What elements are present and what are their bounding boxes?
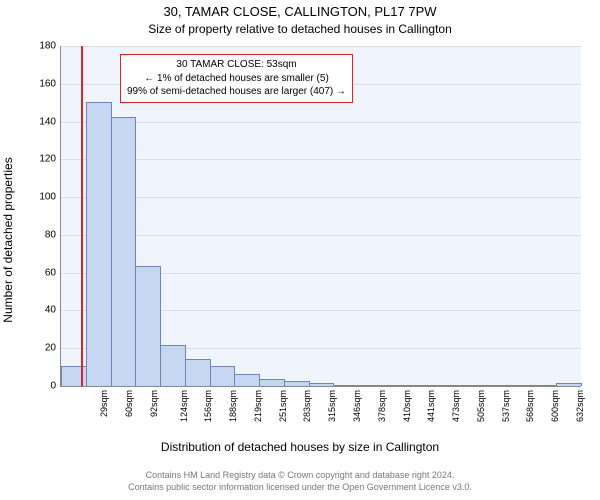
- x-tick: 410sqm: [402, 390, 412, 422]
- y-tick: 120: [28, 154, 56, 165]
- histogram-bar: [531, 385, 557, 386]
- y-tick: 0: [28, 381, 56, 392]
- y-tick: 100: [28, 192, 56, 203]
- y-tick: 180: [28, 41, 56, 52]
- x-tick: 92sqm: [149, 390, 159, 417]
- histogram-bar: [408, 385, 434, 386]
- x-tick: 441sqm: [426, 390, 436, 422]
- x-tick: 60sqm: [124, 390, 134, 417]
- x-tick: 124sqm: [179, 390, 189, 422]
- credits-line-2: Contains public sector information licen…: [0, 481, 600, 494]
- histogram-bar: [259, 379, 285, 386]
- callout-box: 30 TAMAR CLOSE: 53sqm← 1% of detached ho…: [120, 54, 353, 103]
- x-tick: 537sqm: [501, 390, 511, 422]
- y-axis-label: Number of detached properties: [1, 157, 15, 322]
- x-axis-label: Distribution of detached houses by size …: [0, 440, 600, 454]
- histogram-bar: [333, 385, 359, 386]
- callout-line: 99% of semi-detached houses are larger (…: [127, 85, 346, 99]
- histogram-bar: [309, 383, 335, 386]
- y-tick: 40: [28, 305, 56, 316]
- y-tick: 160: [28, 78, 56, 89]
- histogram-bar: [556, 383, 582, 386]
- gridline: [61, 46, 581, 47]
- histogram-bar: [507, 385, 533, 386]
- y-tick: 140: [28, 116, 56, 127]
- credits-line-1: Contains HM Land Registry data © Crown c…: [0, 469, 600, 482]
- gridline: [61, 235, 581, 236]
- x-tick: 600sqm: [550, 390, 560, 422]
- histogram-bar: [383, 385, 409, 386]
- y-tick: 80: [28, 229, 56, 240]
- credits: Contains HM Land Registry data © Crown c…: [0, 469, 600, 494]
- x-tick: 568sqm: [525, 390, 535, 422]
- x-tick: 505sqm: [476, 390, 486, 422]
- y-tick: 60: [28, 267, 56, 278]
- gridline: [61, 159, 581, 160]
- histogram-bar: [210, 366, 236, 386]
- histogram-bar: [358, 385, 384, 386]
- histogram-bar: [61, 366, 87, 386]
- gridline: [61, 197, 581, 198]
- x-tick: 378sqm: [377, 390, 387, 422]
- gridline: [61, 122, 581, 123]
- x-tick: 156sqm: [203, 390, 213, 422]
- histogram-bar: [86, 102, 112, 386]
- page-title: 30, TAMAR CLOSE, CALLINGTON, PL17 7PW: [0, 4, 600, 19]
- callout-line: ← 1% of detached houses are smaller (5): [127, 72, 346, 86]
- x-tick: 251sqm: [278, 390, 288, 422]
- histogram-bar: [185, 359, 211, 386]
- histogram-bar: [457, 385, 483, 386]
- x-tick: 473sqm: [451, 390, 461, 422]
- x-tick: 283sqm: [303, 390, 313, 422]
- histogram-bar: [135, 266, 161, 386]
- histogram-bar: [160, 345, 186, 386]
- x-tick: 315sqm: [327, 390, 337, 422]
- y-tick: 20: [28, 343, 56, 354]
- histogram-bar: [111, 117, 137, 386]
- x-tick: 188sqm: [228, 390, 238, 422]
- page-subtitle: Size of property relative to detached ho…: [0, 22, 600, 36]
- callout-line: 30 TAMAR CLOSE: 53sqm: [127, 58, 346, 72]
- x-tick: 29sqm: [99, 390, 109, 417]
- x-tick: 219sqm: [253, 390, 263, 422]
- x-tick: 346sqm: [352, 390, 362, 422]
- histogram-bar: [234, 374, 260, 386]
- histogram-bar: [432, 385, 458, 386]
- histogram-bar: [482, 385, 508, 386]
- x-tick: 632sqm: [575, 390, 585, 422]
- subject-property-marker: [81, 46, 83, 386]
- histogram-bar: [284, 381, 310, 386]
